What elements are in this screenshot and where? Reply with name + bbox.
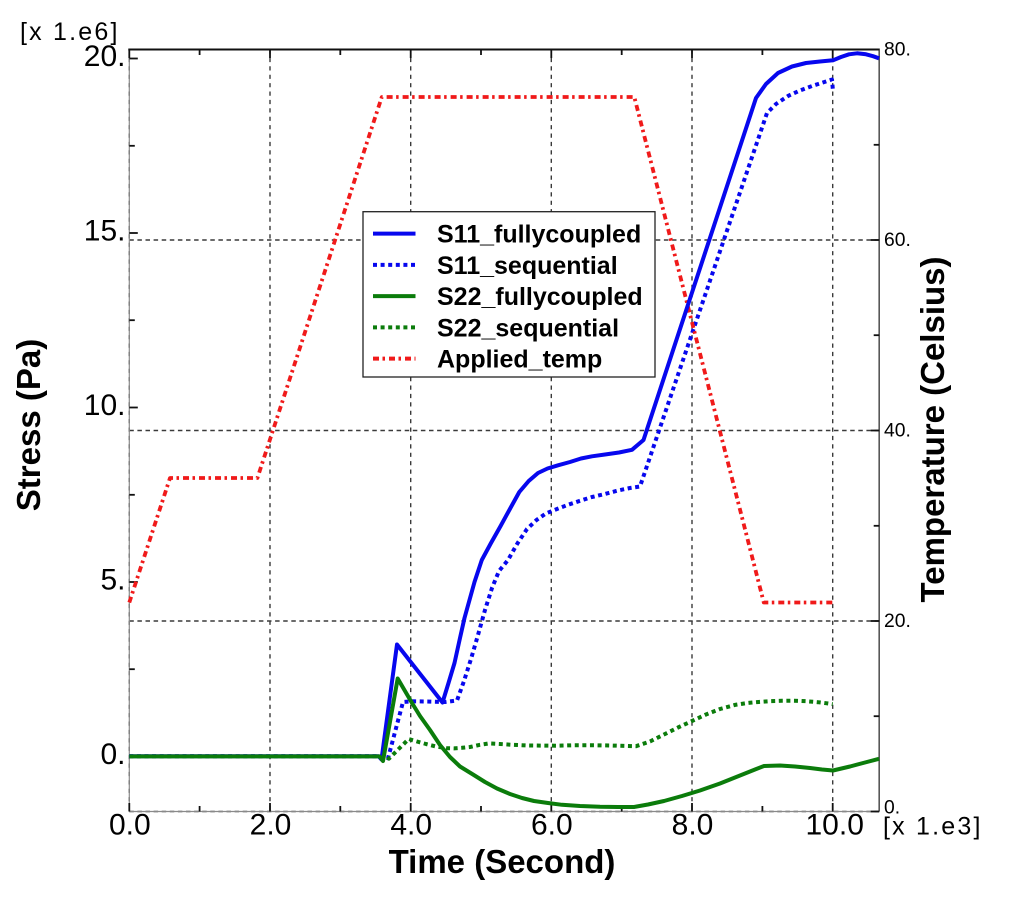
svg-text:60.: 60. xyxy=(884,230,911,251)
svg-text:40.: 40. xyxy=(884,420,911,441)
svg-text:2.0: 2.0 xyxy=(250,809,292,842)
svg-text:S22_sequential: S22_sequential xyxy=(437,314,619,342)
svg-text:[x 1.e3]: [x 1.e3] xyxy=(883,813,983,841)
svg-text:S11_sequential: S11_sequential xyxy=(437,252,618,280)
svg-text:S22_fullycoupled: S22_fullycoupled xyxy=(437,283,643,311)
svg-text:0.0: 0.0 xyxy=(109,809,151,842)
svg-text:Temperature (Celsius): Temperature (Celsius) xyxy=(914,257,951,603)
svg-text:80.: 80. xyxy=(884,39,911,60)
svg-text:10.: 10. xyxy=(84,389,126,422)
svg-text:Stress (Pa): Stress (Pa) xyxy=(10,339,47,511)
svg-text:10.0: 10.0 xyxy=(806,809,864,842)
svg-text:6.0: 6.0 xyxy=(531,809,573,842)
svg-text:15.: 15. xyxy=(84,215,126,248)
svg-text:4.0: 4.0 xyxy=(390,809,432,842)
svg-text:20.: 20. xyxy=(884,611,911,632)
svg-text:0.: 0. xyxy=(100,738,125,771)
svg-text:Applied_temp: Applied_temp xyxy=(437,346,602,374)
svg-text:8.0: 8.0 xyxy=(672,809,714,842)
svg-text:5.: 5. xyxy=(100,564,125,597)
svg-text:20.: 20. xyxy=(84,40,126,73)
svg-text:Time (Second): Time (Second) xyxy=(389,843,616,880)
svg-text:0.: 0. xyxy=(884,798,900,819)
svg-text:S11_fullycoupled: S11_fullycoupled xyxy=(437,221,641,249)
svg-text:[x 1.e6]: [x 1.e6] xyxy=(20,18,120,46)
